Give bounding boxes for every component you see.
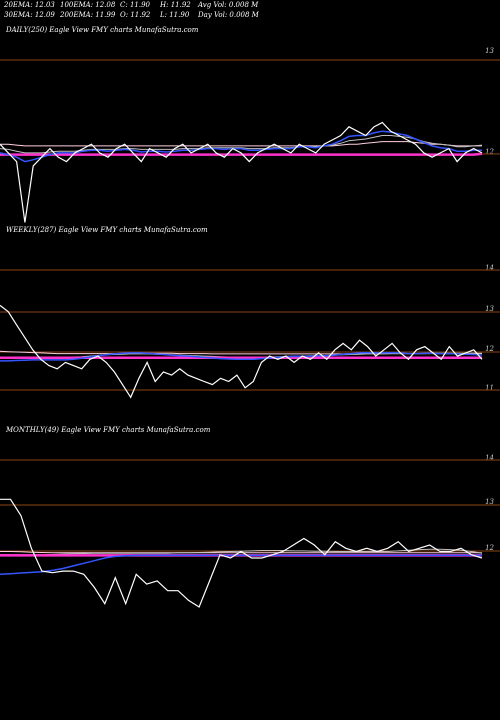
weekly-price-line [0,304,483,399]
daily-ema-long-line [0,152,483,156]
stat-low: L: 11.90 [160,11,190,19]
daily-ema-slow-line [0,141,482,147]
daily-price-line [0,121,483,223]
monthly-ema-slow-line [0,551,482,554]
weekly-panel-title: WEEKLY(287) Eagle View FMY charts Munafa… [6,226,208,234]
daily-ytick-1: 13 [485,47,494,55]
monthly-price-line [0,498,483,608]
monthly-ytick-2: 13 [485,498,494,506]
weekly-ytick-3: 12 [485,345,494,353]
stat-200ema: 200EMA: 11.99 [60,11,116,19]
stat-high: H: 11.92 [160,1,191,9]
daily-ema-mid-line [0,135,483,154]
stat-avg-vol: Avg Vol: 0.008 M [198,1,259,9]
weekly-ema-short-line [0,351,483,362]
stat-30ema: 30EMA: 12.09 [4,11,55,19]
stat-100ema: 100EMA: 12.08 [60,1,116,9]
monthly-panel-title: MONTHLY(49) Eagle View FMY charts Munafa… [6,426,211,434]
stat-open: O: 11.92 [120,11,151,19]
stat-day-vol: Day Vol: 0.008 M [198,11,259,19]
weekly-ytick-1: 14 [485,264,494,272]
monthly-ema-short-line [0,554,482,576]
weekly-ytick-4: 11 [485,384,494,392]
monthly-ytick-3: 12 [485,544,494,552]
daily-ema-short-line [0,130,482,163]
weekly-ytick-2: 13 [485,305,494,313]
stat-close: C: 11.90 [120,1,150,9]
stat-20ema: 20EMA: 12.03 [4,1,55,9]
daily-ytick-2: 12 [485,148,494,156]
monthly-ytick-1: 14 [485,454,494,462]
daily-panel-title: DAILY(250) Eagle View FMY charts MunafaS… [6,26,199,34]
